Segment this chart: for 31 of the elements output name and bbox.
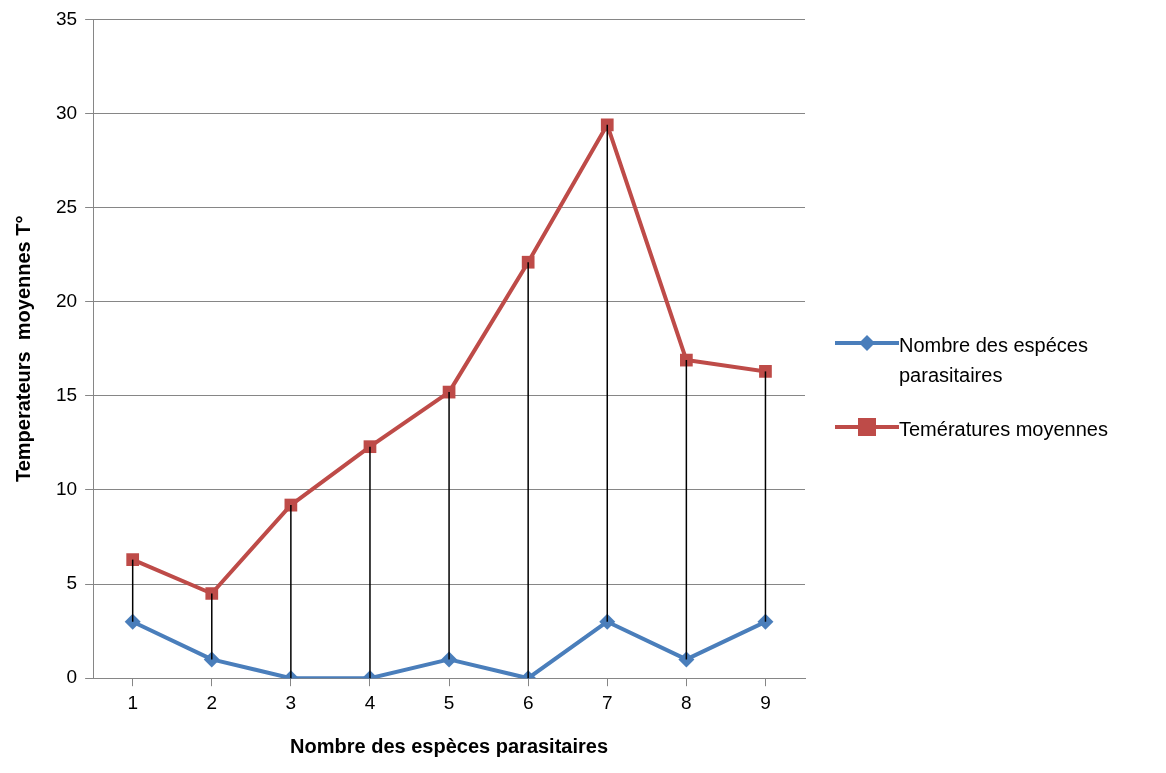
x-tick-label: 3 [285,691,297,713]
x-tick-label: 2 [206,691,218,713]
x-axis-title: Nombre des espèces parasitaires [290,734,609,757]
x-tick-label: 6 [522,691,534,713]
point [678,651,695,668]
legend-label: Temératures moyennes [899,417,1109,442]
y-tick-label: 30 [55,101,78,123]
legend-label: Nombre des espéces parasitaires [899,333,1089,388]
y-tick-label: 25 [55,195,78,217]
point [759,365,772,378]
point [126,553,140,566]
point [679,353,693,367]
point [124,613,141,630]
point [205,587,219,600]
x-tick-label: 1 [127,691,138,713]
y-axis-title: Temperateurs moyennes T° [11,215,34,483]
point [757,613,774,630]
point [599,613,616,630]
y-tick-label: 15 [55,384,78,406]
x-tick-label: 9 [760,691,771,713]
y-tick-label: 0 [66,666,78,688]
y-tick-label: 20 [55,289,78,311]
y-tick-label: 35 [55,7,78,29]
x-tick-label: 5 [443,691,455,713]
x-tick-label: 7 [601,691,613,713]
x-tick-label: 8 [681,691,692,713]
y-tick-label: 5 [66,572,78,594]
y-tick-label: 10 [55,478,78,500]
x-tick-label: 4 [364,691,376,713]
point [600,118,614,132]
point [521,255,535,269]
